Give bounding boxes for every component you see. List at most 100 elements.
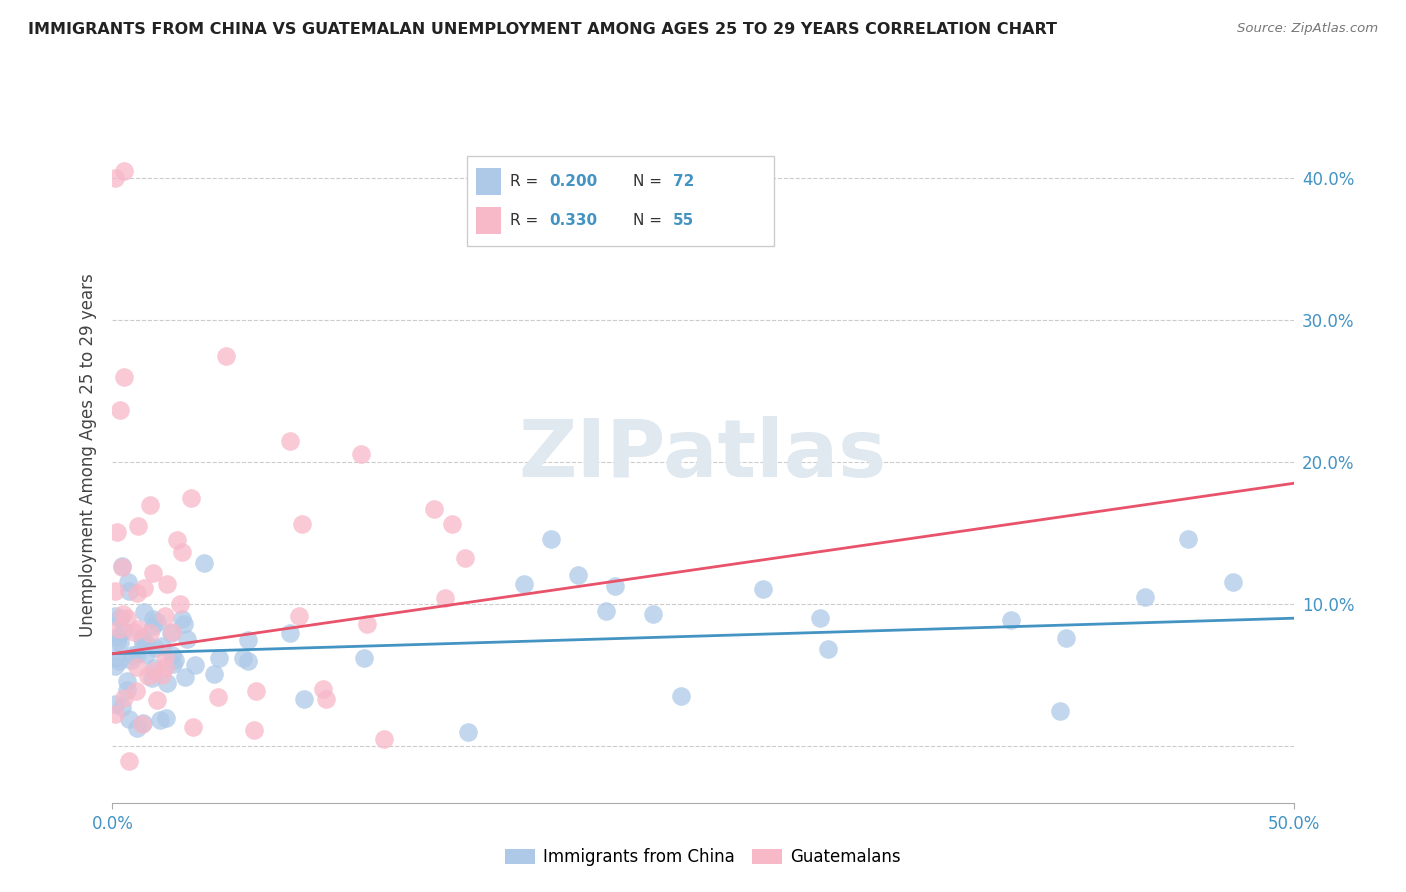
- Point: [1000, 613, 1022, 627]
- Text: Source: ZipAtlas.com: Source: ZipAtlas.com: [1237, 22, 1378, 36]
- Point: [125, 684, 148, 698]
- Point: [143, 640, 166, 655]
- Point: [156, 577, 179, 591]
- Point: [127, 622, 149, 636]
- Point: [125, 585, 148, 599]
- Point: [104, 659, 127, 673]
- Point: [567, 568, 589, 582]
- Point: [104, 171, 127, 186]
- Point: [207, 690, 229, 705]
- Point: [153, 609, 176, 624]
- Text: ZIPatlas: ZIPatlas: [519, 416, 887, 494]
- Point: [169, 597, 191, 611]
- Point: [356, 617, 378, 632]
- Point: [155, 711, 177, 725]
- Point: [143, 661, 166, 675]
- Point: [127, 518, 149, 533]
- Point: [1222, 575, 1244, 590]
- Point: [118, 583, 141, 598]
- Point: [671, 690, 693, 704]
- Point: [104, 609, 127, 624]
- Point: [153, 649, 176, 664]
- Text: IMMIGRANTS FROM CHINA VS GUATEMALAN UNEMPLOYMENT AMONG AGES 25 TO 29 YEARS CORRE: IMMIGRANTS FROM CHINA VS GUATEMALAN UNEM…: [28, 22, 1057, 37]
- Y-axis label: Unemployment Among Ages 25 to 29 years: Unemployment Among Ages 25 to 29 years: [79, 273, 97, 637]
- Point: [173, 617, 195, 632]
- Point: [165, 653, 187, 667]
- Point: [373, 731, 395, 746]
- Point: [142, 611, 165, 625]
- Point: [202, 666, 225, 681]
- Legend: Immigrants from China, Guatemalans: Immigrants from China, Guatemalans: [501, 843, 905, 871]
- Point: [160, 648, 183, 662]
- Point: [135, 636, 157, 650]
- Point: [808, 610, 831, 624]
- Point: [1177, 532, 1199, 546]
- Point: [150, 667, 173, 681]
- Point: [155, 659, 177, 673]
- Point: [353, 651, 375, 665]
- Point: [312, 682, 335, 697]
- Point: [112, 690, 135, 705]
- Point: [142, 619, 165, 633]
- Point: [132, 582, 155, 596]
- Point: [208, 651, 231, 665]
- Point: [643, 607, 665, 621]
- Point: [125, 721, 148, 735]
- Point: [181, 720, 204, 734]
- Point: [104, 706, 127, 721]
- Point: [595, 603, 617, 617]
- Point: [108, 654, 131, 668]
- Point: [141, 671, 163, 685]
- Point: [162, 625, 184, 640]
- Point: [292, 692, 315, 706]
- Point: [751, 582, 773, 597]
- Point: [149, 713, 172, 727]
- Point: [236, 654, 259, 668]
- Point: [121, 648, 143, 662]
- Point: [117, 674, 139, 689]
- Point: [146, 693, 169, 707]
- Point: [215, 349, 238, 363]
- Point: [111, 560, 134, 574]
- Point: [193, 556, 215, 570]
- Point: [104, 584, 127, 599]
- Point: [513, 577, 536, 591]
- Point: [118, 712, 141, 726]
- Point: [124, 625, 146, 640]
- Point: [112, 624, 135, 638]
- Point: [105, 635, 128, 649]
- Point: [104, 697, 127, 711]
- Point: [180, 491, 202, 505]
- Point: [111, 699, 134, 714]
- Point: [131, 717, 153, 731]
- Point: [132, 715, 155, 730]
- Point: [107, 630, 129, 644]
- Point: [135, 647, 157, 661]
- Point: [1135, 590, 1157, 604]
- Point: [156, 676, 179, 690]
- Point: [108, 402, 131, 417]
- Point: [278, 626, 301, 640]
- Point: [118, 754, 141, 768]
- Point: [540, 532, 562, 546]
- Point: [110, 635, 132, 649]
- Point: [1054, 631, 1077, 645]
- Point: [817, 642, 839, 657]
- Point: [142, 566, 165, 580]
- Point: [174, 670, 197, 684]
- Point: [433, 591, 456, 605]
- Point: [146, 615, 169, 629]
- Point: [111, 558, 134, 573]
- Point: [422, 501, 444, 516]
- Point: [112, 164, 135, 178]
- Point: [242, 723, 264, 738]
- Point: [288, 609, 311, 624]
- Point: [115, 682, 138, 697]
- Point: [112, 369, 135, 384]
- Point: [160, 626, 183, 640]
- Point: [105, 524, 128, 539]
- Point: [440, 517, 463, 532]
- Point: [125, 660, 148, 674]
- Point: [139, 498, 162, 512]
- Point: [111, 607, 134, 622]
